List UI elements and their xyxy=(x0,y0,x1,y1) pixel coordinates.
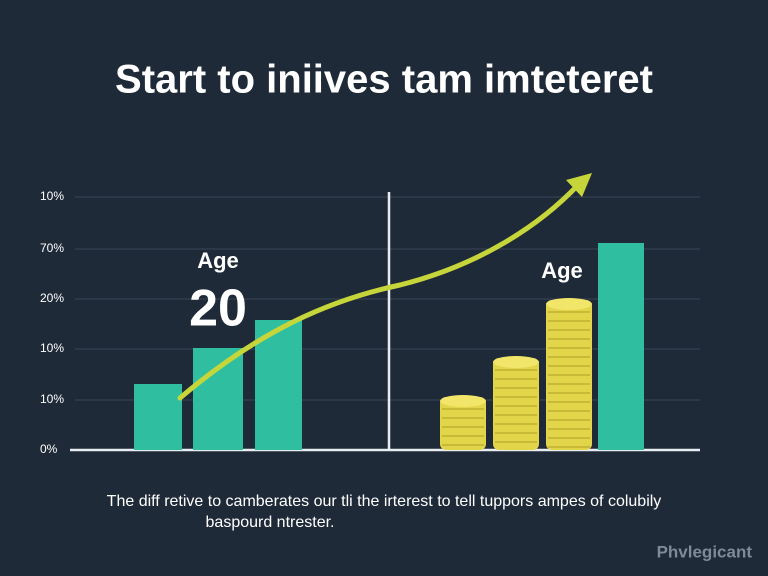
coin-stack xyxy=(440,397,486,450)
coin-stack xyxy=(493,358,539,450)
growth-arrow xyxy=(177,182,581,401)
axis-label: 20% xyxy=(40,291,64,305)
caption-line: baspourd ntrester. xyxy=(206,514,335,531)
axis-label: 70% xyxy=(40,241,64,255)
axis-label: 10% xyxy=(40,341,64,355)
bar xyxy=(134,384,182,450)
coin-top xyxy=(493,356,539,368)
axis: 10% 70% 20% 10% 10% 0% xyxy=(40,189,700,456)
coin-top xyxy=(440,395,486,407)
title: Start to iniives tam imteteret xyxy=(115,58,653,102)
age-label: Age xyxy=(197,248,239,273)
bars xyxy=(134,243,644,450)
axis-label: 10% xyxy=(40,392,64,406)
axis-label: 0% xyxy=(40,442,58,456)
bar xyxy=(598,243,644,450)
logo: Phvlegicant xyxy=(657,542,753,561)
bar xyxy=(255,320,302,450)
arrow-head xyxy=(566,173,592,197)
axis-label: 10% xyxy=(40,189,64,203)
age-label-right: Age xyxy=(541,258,583,283)
bar xyxy=(193,348,243,450)
coin-stacks xyxy=(440,298,592,450)
coin-top xyxy=(546,298,592,310)
caption-line: The diff retive to camberates our tli th… xyxy=(107,493,662,510)
age-number: 20 xyxy=(189,280,247,338)
